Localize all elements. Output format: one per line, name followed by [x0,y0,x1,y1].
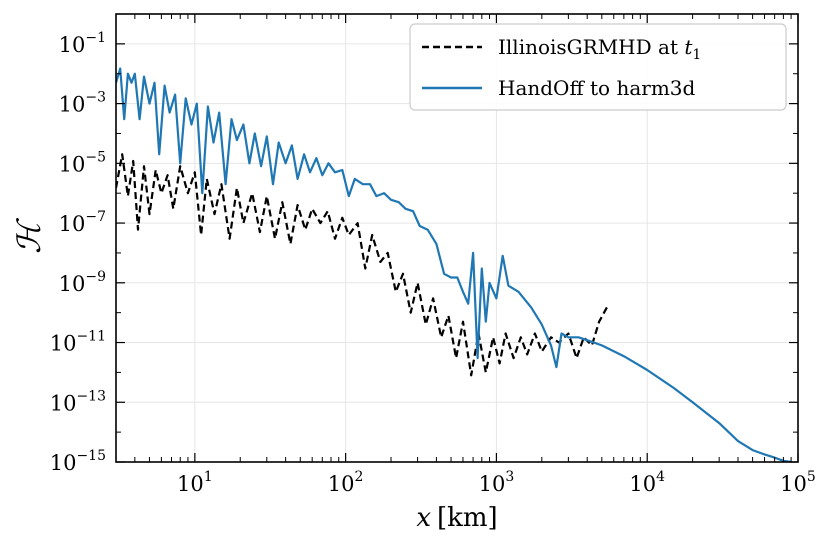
x-tick-label: 103 [479,469,515,496]
x-tick-label: 102 [328,469,364,496]
series-layer [116,67,792,462]
y-tick-label: 10−15 [50,448,106,475]
x-axis-label: x [km] [416,503,497,533]
legend-label-illinois: IllinoisGRMHD at t1 [498,35,701,63]
series-line-illinois [116,153,608,377]
x-tick-label: 104 [629,469,665,496]
y-tick-label: 10−11 [50,329,106,356]
plot-frame [115,13,799,463]
legend-label-handoff: HandOff to harm3d [498,76,696,100]
y-tick-label: 10−13 [50,388,106,415]
y-tick-label: 10−3 [59,90,106,117]
y-tick-label: 10−9 [59,269,106,296]
y-axis-label: ℋ [10,218,48,254]
y-tick-label: 10−1 [59,30,106,57]
series-line-handoff [116,67,792,462]
y-tick-label: 10−5 [59,149,106,176]
legend: IllinoisGRMHD at t1 HandOff to harm3d [409,23,787,111]
x-tick-label: 101 [177,469,213,496]
y-tick-label: 10−7 [59,209,106,236]
x-tick-label: 105 [780,469,816,496]
legend-box [409,23,787,111]
ticks: 101 102 103 104 105 10−1 10−3 10−5 10−7 10−9 10−11… [50,13,816,496]
